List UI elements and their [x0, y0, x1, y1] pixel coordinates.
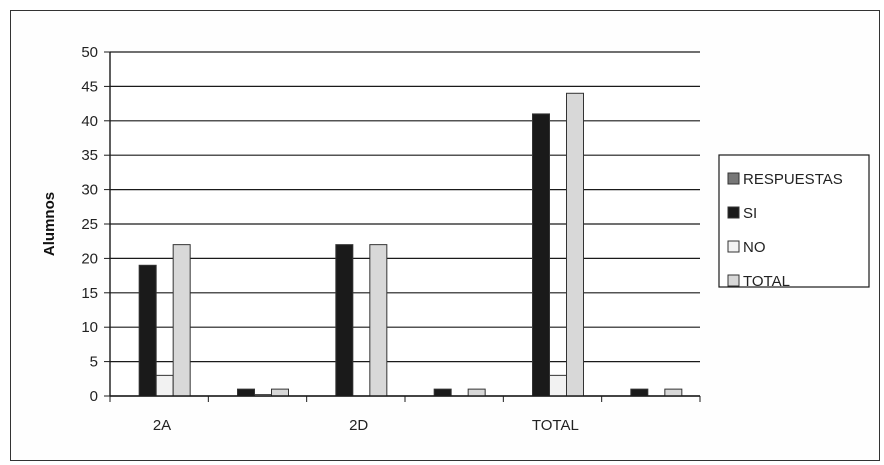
- bar-no: [155, 374, 174, 397]
- legend-swatch: [727, 240, 740, 253]
- legend-label: NO: [743, 239, 766, 256]
- bar-total: [369, 244, 388, 397]
- x-category-label: 2A: [153, 417, 171, 434]
- bar-total: [467, 388, 486, 397]
- y-tick-label: 40: [81, 113, 98, 130]
- bar-total: [271, 388, 289, 397]
- bar-si: [433, 388, 452, 397]
- bar-si: [532, 113, 550, 397]
- y-tick-label: 50: [81, 44, 98, 61]
- y-tick-label: 15: [81, 285, 98, 302]
- legend-box: [718, 154, 870, 288]
- bar-si: [138, 264, 157, 397]
- y-tick-label: 5: [90, 354, 98, 371]
- y-axis-title: Alumnos: [41, 192, 58, 256]
- legend-label: RESPUESTAS: [743, 171, 843, 188]
- x-category-label: TOTAL: [532, 417, 579, 434]
- y-tick-label: 30: [81, 182, 98, 199]
- y-tick-label: 10: [81, 319, 98, 336]
- y-tick-label: 20: [81, 250, 98, 267]
- y-tick-label: 0: [90, 388, 98, 405]
- legend-swatch: [727, 206, 740, 219]
- bar-total: [566, 92, 584, 397]
- y-tick-label: 25: [81, 216, 98, 233]
- legend-swatch: [727, 274, 740, 287]
- bar-total: [664, 388, 683, 397]
- bar-no: [549, 374, 567, 397]
- bar-si: [630, 388, 649, 397]
- bar-si: [335, 244, 354, 397]
- y-tick-label: 45: [81, 78, 98, 95]
- bar-total: [172, 244, 191, 397]
- bar-si: [237, 388, 255, 397]
- legend-label: SI: [743, 205, 757, 222]
- x-category-label: 2D: [349, 417, 368, 434]
- legend-swatch: [727, 172, 740, 185]
- legend: RESPUESTAS SI NO TOTAL: [718, 154, 870, 290]
- y-tick-label: 35: [81, 147, 98, 164]
- legend-label: TOTAL: [743, 273, 790, 290]
